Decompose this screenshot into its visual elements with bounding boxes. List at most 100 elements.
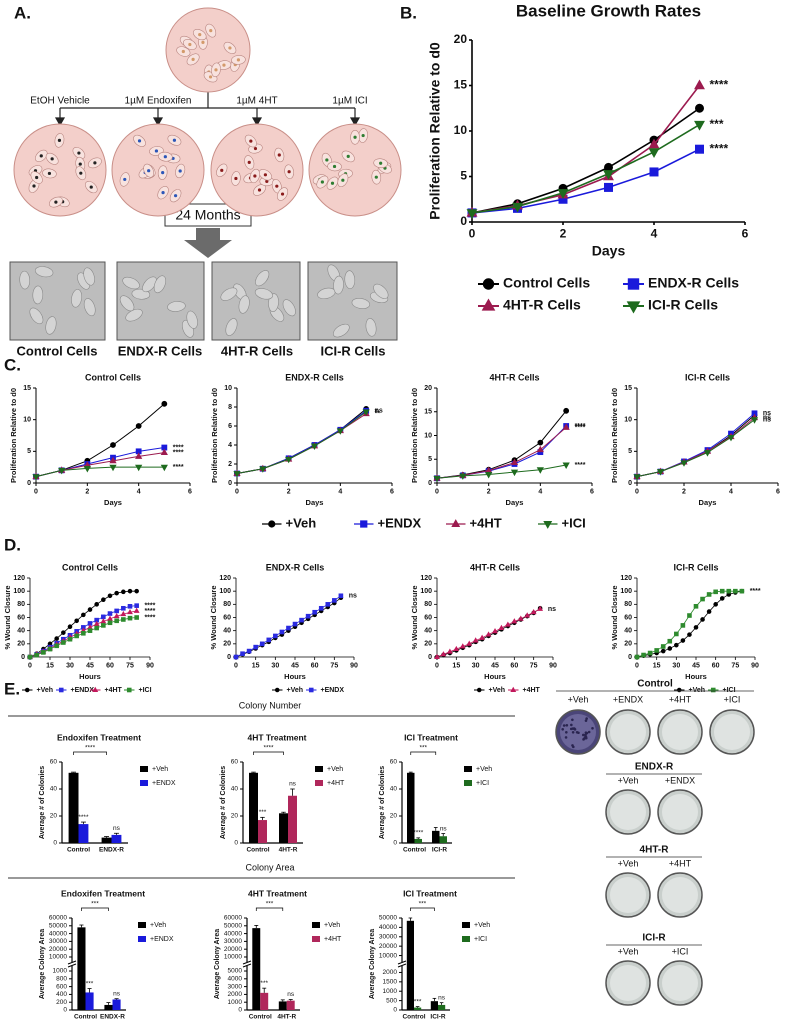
y-tick-label: 60 [223, 614, 231, 621]
marker [654, 648, 659, 653]
marker [160, 464, 168, 472]
marker [667, 638, 673, 644]
comparison: **** [85, 745, 96, 752]
y-tick-label: 500 [386, 997, 397, 1004]
y-tick-label: 4000 [228, 976, 243, 983]
schematic: EtOH Vehicle 1µM Endoxifen 1µM 4HT 1µM I… [17, 92, 386, 358]
y-tick-label: 80 [624, 601, 632, 608]
colony [584, 719, 588, 722]
marker [134, 588, 139, 594]
y-axis-label: % Wound Closure [610, 585, 619, 649]
micrograph-cell [373, 283, 389, 299]
significance: **** [575, 424, 586, 431]
marker [687, 613, 692, 618]
y-tick-label: 100 [620, 588, 632, 595]
comparison: *** [419, 901, 427, 908]
marker [719, 596, 725, 601]
plate-inner [662, 965, 698, 1001]
marker [134, 603, 139, 608]
x-tick-label: 4HT-R [279, 847, 298, 854]
nucleus [263, 173, 267, 177]
y-tick-label: 60 [624, 614, 632, 621]
marker [362, 409, 370, 416]
x-tick-label: 6 [742, 227, 749, 241]
marker [135, 423, 142, 429]
x-tick-label: 2 [487, 489, 491, 496]
y-tick-label: 15 [424, 409, 432, 416]
marker [524, 612, 531, 618]
dish [308, 123, 402, 217]
significance: **** [710, 78, 729, 92]
treatment-label: 1µM Endoxifen [125, 96, 192, 107]
nucleus [188, 42, 192, 47]
y-tick-label: 1500 [383, 979, 398, 986]
legend-label: ICI-R Cells [648, 297, 718, 313]
marker [107, 593, 113, 599]
colony [571, 718, 574, 722]
legend-label: +ENDX [150, 936, 174, 943]
y-tick-label: 2000 [228, 991, 243, 998]
cell-label: Control Cells [17, 343, 98, 358]
x-tick-label: 0 [435, 663, 439, 670]
marker [680, 460, 688, 467]
cell-label: ICI-R Cells [320, 343, 385, 358]
legend-label: ENDX-R Cells [648, 275, 739, 291]
colony [591, 727, 594, 730]
y-tick-label: 50000 [379, 915, 397, 922]
legend-swatch [140, 780, 148, 786]
marker [233, 654, 239, 660]
marker [61, 630, 66, 635]
legend-label: +Veh [489, 687, 506, 694]
colony [584, 731, 588, 734]
y-tick-label: 20 [223, 641, 231, 648]
nucleus [35, 175, 39, 180]
axis-break [68, 962, 76, 966]
bar [112, 999, 121, 1010]
comparison: **** [263, 745, 274, 752]
series-line [471, 148, 700, 214]
y-tick-label: 0 [21, 654, 25, 661]
plate-inner [610, 794, 646, 830]
marker [660, 648, 666, 654]
x-tick-label: 45 [86, 663, 94, 670]
nucleus [320, 180, 324, 184]
significance: *** [86, 980, 94, 987]
y-tick-label: 80 [17, 601, 25, 608]
marker [482, 278, 495, 290]
micrograph-cell [167, 301, 186, 312]
legend-label: +Veh [476, 766, 492, 773]
y-tick-label: 60 [50, 759, 58, 766]
x-tick-label: 60 [106, 663, 114, 670]
marker [87, 628, 93, 633]
plate-inner [610, 877, 646, 913]
y-tick-label: 40 [231, 786, 239, 793]
nucleus [265, 179, 269, 183]
significance: ns [287, 991, 295, 998]
marker [54, 636, 59, 641]
marker [114, 618, 119, 624]
marker [641, 652, 646, 658]
y-tick-label: 120 [620, 575, 632, 582]
nucleus [277, 153, 281, 157]
y-tick-label: 15 [454, 78, 468, 92]
micrograph-cell [32, 285, 44, 305]
y-axis-label: % Wound Closure [410, 585, 419, 649]
y-tick-label: 0 [393, 840, 397, 847]
micrograph-cell [71, 289, 83, 308]
bracket [253, 751, 284, 755]
plate-inner [662, 794, 698, 830]
series-line [636, 417, 755, 478]
colony [571, 730, 575, 734]
nucleus [220, 168, 224, 172]
bar [104, 1004, 113, 1010]
marker [299, 617, 304, 623]
y-tick-label: 0 [234, 840, 238, 847]
marker [83, 466, 91, 473]
legend-label: +ICI [562, 515, 586, 530]
x-tick-label: 75 [530, 663, 538, 670]
colony [570, 723, 573, 727]
y-tick-label: 0 [393, 1007, 397, 1014]
chart-title: ENDX-R Cells [266, 562, 325, 572]
marker [292, 621, 298, 627]
legend-swatch [312, 922, 320, 928]
